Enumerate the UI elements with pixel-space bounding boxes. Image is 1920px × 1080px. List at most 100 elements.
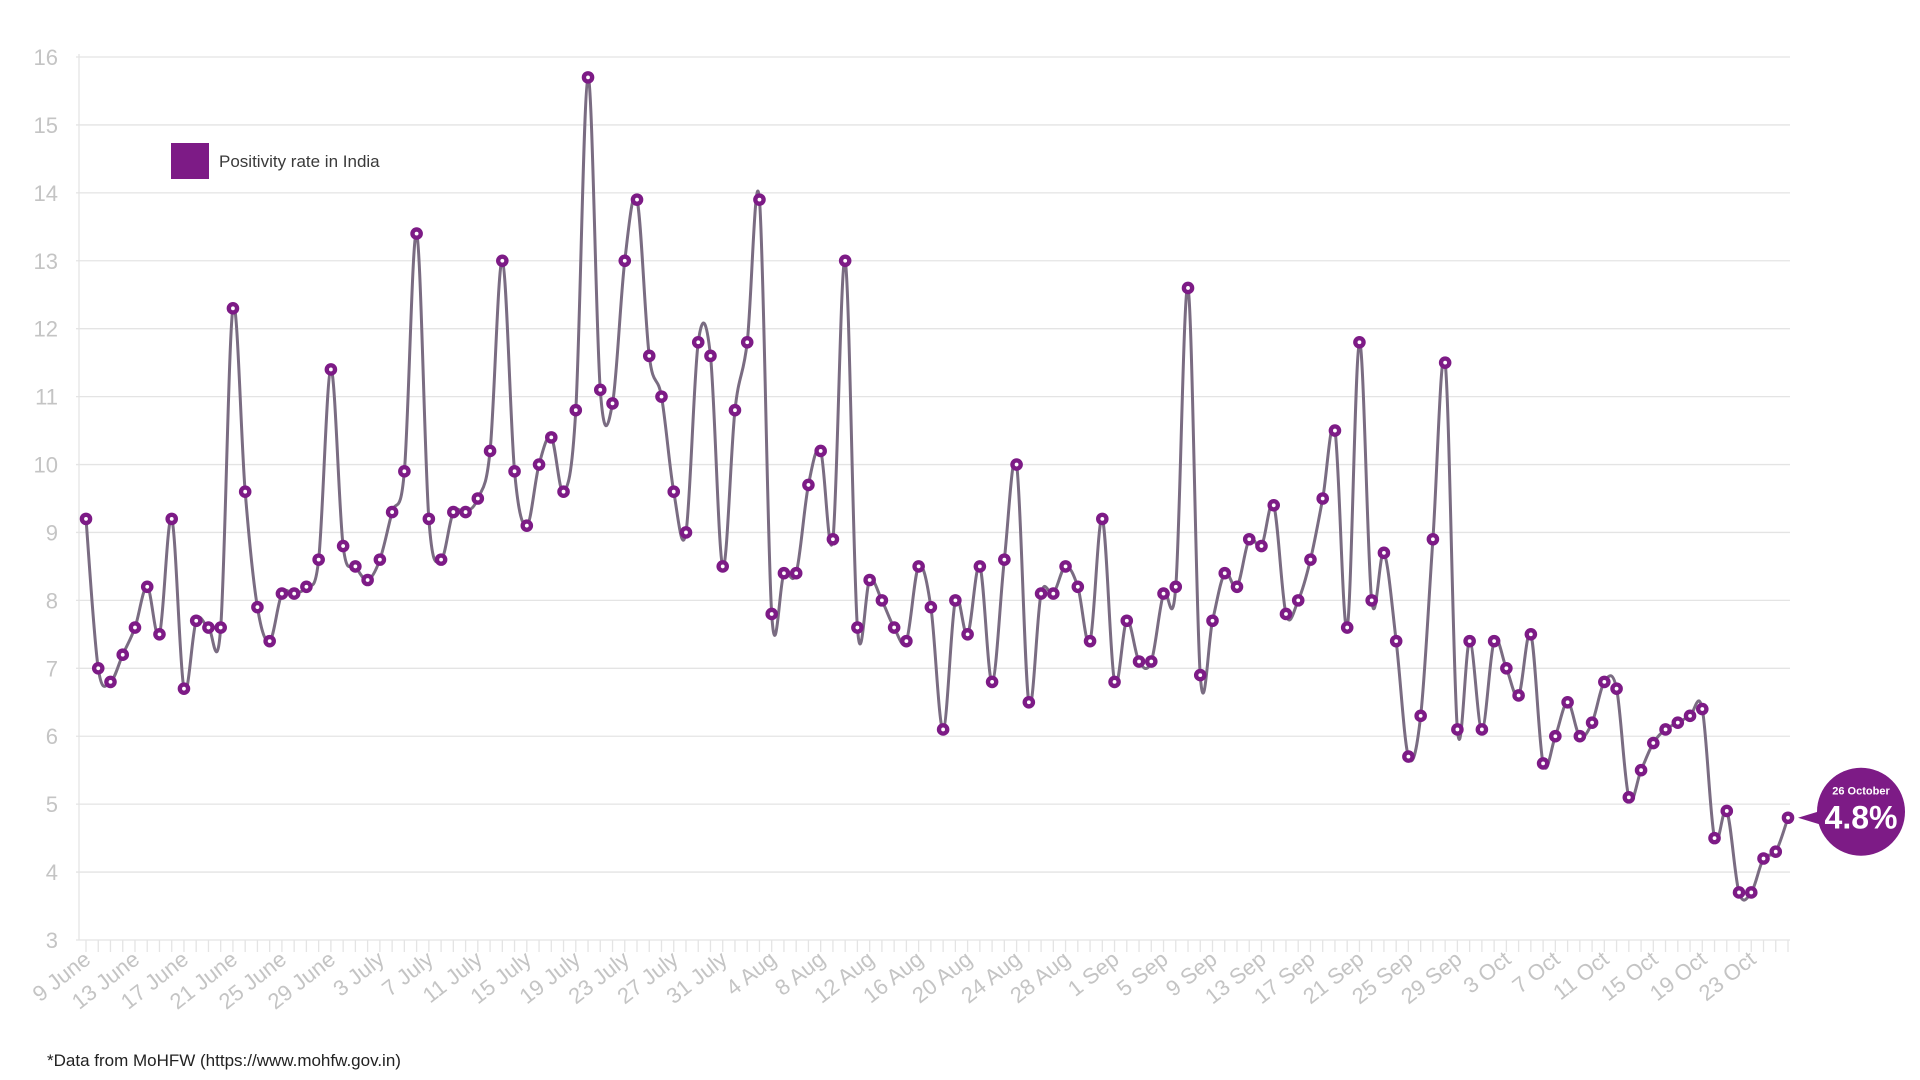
data-point-center: [990, 679, 995, 684]
legend-swatch: [171, 143, 209, 179]
data-point-center: [426, 516, 431, 521]
data-point-center: [439, 557, 443, 562]
data-point-center: [1075, 584, 1080, 589]
y-tick-label: 9: [46, 520, 58, 545]
data-point-center: [390, 510, 395, 514]
data-point-center: [1198, 673, 1203, 677]
data-point-center: [1320, 496, 1325, 501]
series-points: [79, 71, 1795, 899]
data-point-center: [1565, 700, 1570, 705]
data-point-center: [316, 557, 321, 562]
data-point-center: [1614, 686, 1619, 691]
data-point-center: [1724, 809, 1729, 813]
data-point-center: [941, 727, 946, 732]
data-point-center: [1663, 727, 1668, 732]
data-point-center: [1786, 815, 1790, 820]
data-point-center: [1577, 734, 1582, 739]
y-tick-label: 16: [34, 45, 58, 70]
y-tick-label: 11: [35, 385, 58, 410]
y-tick-label: 6: [46, 724, 58, 749]
data-point-center: [573, 408, 578, 413]
data-point-center: [1112, 679, 1117, 684]
data-point-center: [1651, 741, 1656, 745]
data-point-center: [231, 306, 235, 311]
x-tick-label: 3 Oct: [1459, 946, 1516, 998]
data-point-center: [524, 523, 529, 528]
series-line: [84, 75, 1790, 902]
data-point-center: [1137, 659, 1141, 664]
series-line-group: [84, 75, 1790, 902]
data-point-center: [243, 489, 248, 494]
data-point-center: [1100, 516, 1105, 521]
data-point-center: [1749, 890, 1754, 895]
callout-circle: [1817, 767, 1905, 856]
data-point-center: [1382, 550, 1386, 555]
y-tick-label: 3: [46, 928, 58, 953]
x-tick-label: 1 Sep: [1063, 946, 1124, 1001]
data-point-center: [1247, 537, 1252, 542]
data-point-center: [218, 625, 223, 630]
data-point-center: [635, 197, 639, 202]
data-point-center: [341, 544, 346, 548]
data-point-center: [267, 639, 272, 644]
data-point-center: [647, 353, 652, 358]
data-point-center: [133, 625, 137, 630]
data-point-center: [549, 435, 554, 440]
data-point-center: [1541, 761, 1546, 766]
data-point-center: [977, 564, 982, 569]
data-point-center: [328, 367, 333, 372]
y-tick-label: 12: [34, 317, 58, 342]
callout-pointer: [1798, 810, 1821, 825]
data-point-center: [500, 258, 505, 263]
data-point-center: [1504, 666, 1509, 671]
data-point-center: [696, 340, 701, 345]
data-point-center: [1039, 591, 1043, 596]
data-point-center: [1308, 557, 1313, 562]
data-point-center: [1418, 713, 1423, 718]
x-tick-label: 5 Sep: [1112, 946, 1173, 1001]
data-point-center: [1149, 659, 1154, 664]
data-point-center: [157, 632, 162, 637]
data-point-center: [414, 231, 419, 236]
data-point-center: [182, 686, 186, 691]
data-point-center: [671, 489, 676, 494]
data-point-center: [904, 639, 909, 644]
data-point-center: [879, 598, 884, 603]
data-point-center: [1590, 720, 1594, 725]
data-point-center: [1063, 564, 1068, 569]
data-point-center: [96, 666, 101, 671]
data-point-center: [831, 537, 835, 542]
data-point-center: [965, 632, 970, 637]
data-point-center: [1051, 591, 1056, 596]
data-point-center: [1369, 598, 1374, 603]
data-point-center: [561, 489, 566, 494]
data-point-center: [1761, 856, 1766, 861]
x-tick-label: 23 Oct: [1694, 946, 1760, 1006]
footnote: *Data from MoHFW (https://www.mohfw.gov.…: [47, 1051, 401, 1070]
legend: Positivity rate in India: [171, 143, 380, 179]
data-point-center: [684, 530, 688, 535]
data-point-center: [1088, 639, 1092, 644]
data-point-center: [475, 496, 480, 501]
data-point-center: [708, 353, 713, 358]
data-point-center: [867, 578, 872, 582]
data-point-center: [916, 564, 921, 569]
data-point-center: [353, 564, 358, 569]
data-point-center: [928, 605, 933, 610]
y-tick-label: 7: [46, 656, 58, 681]
data-point-center: [463, 510, 468, 514]
data-point-center: [402, 469, 407, 474]
data-point-center: [255, 605, 260, 610]
data-point-center: [1161, 591, 1166, 596]
callout-date: 26 October: [1832, 786, 1890, 798]
data-point-center: [1222, 571, 1227, 576]
data-point-center: [120, 652, 125, 657]
data-point-center: [757, 197, 762, 202]
data-point-center: [537, 462, 541, 467]
y-tick-label: 5: [46, 792, 58, 817]
data-point-center: [365, 578, 370, 582]
data-point-center: [1014, 462, 1019, 467]
data-point-center: [1467, 639, 1472, 644]
